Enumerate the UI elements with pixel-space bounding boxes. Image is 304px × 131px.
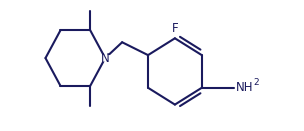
Text: 2: 2 [254, 78, 259, 87]
Circle shape [98, 55, 112, 61]
Text: NH: NH [236, 81, 253, 94]
Circle shape [167, 25, 182, 32]
Text: F: F [171, 22, 178, 35]
Text: N: N [101, 52, 109, 65]
